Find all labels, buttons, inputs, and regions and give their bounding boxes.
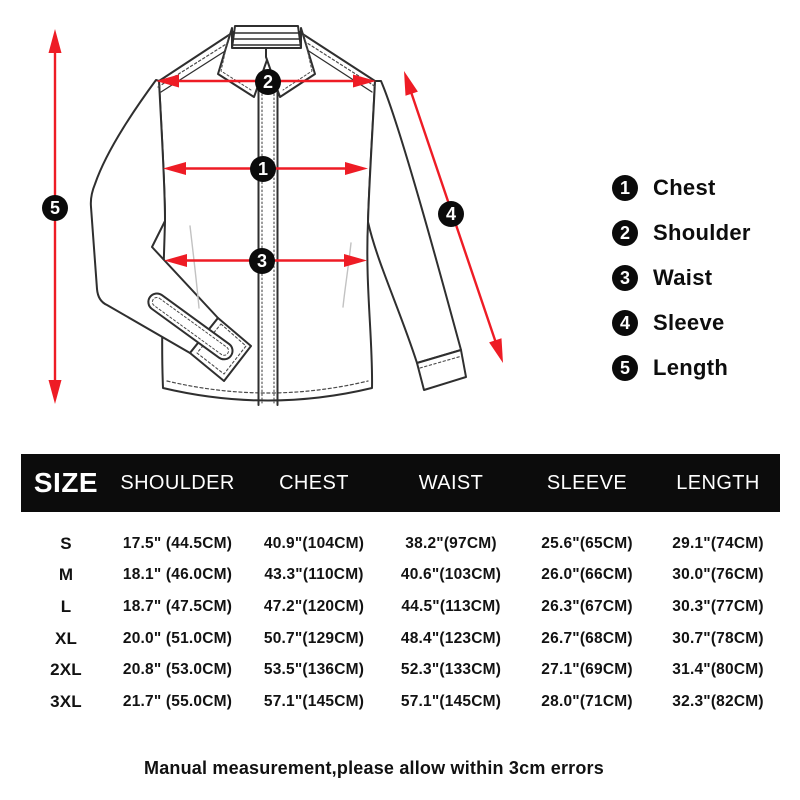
measure-badge-waist: 3	[249, 248, 275, 274]
cell-chest: 47.2"(120CM)	[263, 597, 365, 615]
table-row-xl: XL 20.0" (51.0CM) 50.7"(129CM) 48.4"(123…	[21, 623, 780, 655]
table-row-s: S 17.5" (44.5CM) 40.9"(104CM) 38.2"(97CM…	[21, 528, 780, 560]
sleeve-placket-strip	[147, 292, 234, 361]
table-row-3xl: 3XL 21.7" (55.0CM) 57.1"(145CM) 57.1"(14…	[21, 686, 780, 718]
header-shoulder: SHOULDER	[120, 471, 235, 494]
header-waist: WAIST	[418, 471, 484, 494]
cell-length: 29.1"(74CM)	[672, 534, 764, 552]
table-header-row: SIZE SHOULDER CHEST WAIST SLEEVE LENGTH	[21, 454, 780, 512]
left-sleeve	[89, 79, 219, 354]
cell-chest: 57.1"(145CM)	[263, 692, 365, 710]
legend-number-icon: 5	[612, 355, 638, 381]
legend-number-icon: 1	[612, 175, 638, 201]
legend-number-icon: 4	[612, 310, 638, 336]
cell-shoulder: 21.7" (55.0CM)	[122, 692, 233, 710]
right-sleeve	[367, 80, 462, 364]
cell-chest: 43.3"(110CM)	[264, 566, 364, 584]
table-body: S 17.5" (44.5CM) 40.9"(104CM) 38.2"(97CM…	[21, 528, 780, 718]
cell-sleeve: 26.3"(67CM)	[541, 597, 633, 615]
cell-waist: 52.3"(133CM)	[400, 661, 502, 679]
cell-size: XL	[54, 628, 78, 648]
right-cuff-stitch	[419, 355, 463, 369]
legend-number-icon: 2	[612, 220, 638, 246]
cell-size: 2XL	[50, 660, 82, 680]
crease-lines	[189, 225, 352, 309]
cell-shoulder: 18.7" (47.5CM)	[122, 597, 233, 615]
measurement-note: Manual measurement,please allow within 3…	[144, 758, 604, 778]
cell-sleeve: 28.0"(71CM)	[541, 692, 633, 710]
cell-sleeve: 27.1"(69CM)	[541, 661, 633, 679]
right-cuff	[416, 349, 467, 391]
table-row-2xl: 2XL 20.8" (53.0CM) 53.5"(136CM) 52.3"(13…	[21, 654, 780, 686]
cell-size: L	[60, 596, 72, 616]
cell-shoulder: 20.0" (51.0CM)	[122, 629, 233, 647]
legend-label: Length	[653, 355, 729, 380]
cell-shoulder: 17.5" (44.5CM)	[122, 534, 233, 552]
legend-label: Waist	[653, 265, 713, 290]
header-chest: CHEST	[279, 471, 349, 494]
legend-item-chest: 1 Chest	[612, 175, 751, 201]
size-table: SIZE SHOULDER CHEST WAIST SLEEVE LENGTH …	[21, 454, 780, 718]
hem-stitch-line	[166, 380, 369, 394]
legend-number-icon: 3	[612, 265, 638, 291]
legend-item-length: 5 Length	[612, 355, 751, 381]
cell-size: M	[58, 565, 74, 585]
table-row-m: M 18.1" (46.0CM) 43.3"(110CM) 40.6"(103C…	[21, 560, 780, 592]
legend-item-waist: 3 Waist	[612, 265, 751, 291]
cell-sleeve: 25.6"(65CM)	[541, 534, 633, 552]
cell-chest: 40.9"(104CM)	[263, 534, 365, 552]
measure-badge-sleeve: 4	[438, 201, 464, 227]
header-sleeve: SLEEVE	[546, 471, 628, 494]
cell-size: 3XL	[50, 691, 82, 711]
cell-length: 30.0"(76CM)	[672, 566, 764, 584]
cell-shoulder: 18.1" (46.0CM)	[122, 566, 233, 584]
cell-waist: 44.5"(113CM)	[401, 597, 501, 615]
collar-band	[231, 25, 302, 49]
measure-badge-shoulder: 2	[255, 69, 281, 95]
front-placket	[257, 57, 279, 406]
cell-length: 30.3"(77CM)	[672, 597, 764, 615]
shirt-measurement-diagram	[48, 25, 503, 406]
header-length: LENGTH	[676, 471, 760, 494]
measure-badge-length: 5	[42, 195, 68, 221]
cell-sleeve: 26.0"(66CM)	[541, 566, 633, 584]
cell-waist: 38.2"(97CM)	[405, 534, 497, 552]
cell-chest: 50.7"(129CM)	[263, 629, 365, 647]
cell-sleeve: 26.7"(68CM)	[541, 629, 633, 647]
legend-item-shoulder: 2 Shoulder	[612, 220, 751, 246]
header-size: SIZE	[33, 467, 99, 498]
table-row-l: L 18.7" (47.5CM) 47.2"(120CM) 44.5"(113C…	[21, 591, 780, 623]
cell-chest: 53.5"(136CM)	[263, 661, 365, 679]
measurement-legend: 1 Chest 2 Shoulder 3 Waist 4 Sleeve 5 Le…	[612, 175, 751, 400]
legend-label: Chest	[653, 175, 716, 200]
cell-waist: 40.6"(103CM)	[400, 566, 502, 584]
legend-label: Shoulder	[653, 220, 751, 245]
cell-size: S	[60, 533, 72, 553]
cell-shoulder: 20.8" (53.0CM)	[122, 661, 233, 679]
cell-length: 32.3"(82CM)	[672, 692, 764, 710]
measure-badge-chest: 1	[250, 156, 276, 182]
legend-item-sleeve: 4 Sleeve	[612, 310, 751, 336]
legend-label: Sleeve	[653, 310, 725, 335]
cell-waist: 57.1"(145CM)	[400, 692, 502, 710]
cell-length: 30.7"(78CM)	[672, 629, 764, 647]
cell-waist: 48.4"(123CM)	[400, 629, 502, 647]
cell-length: 31.4"(80CM)	[672, 661, 764, 679]
